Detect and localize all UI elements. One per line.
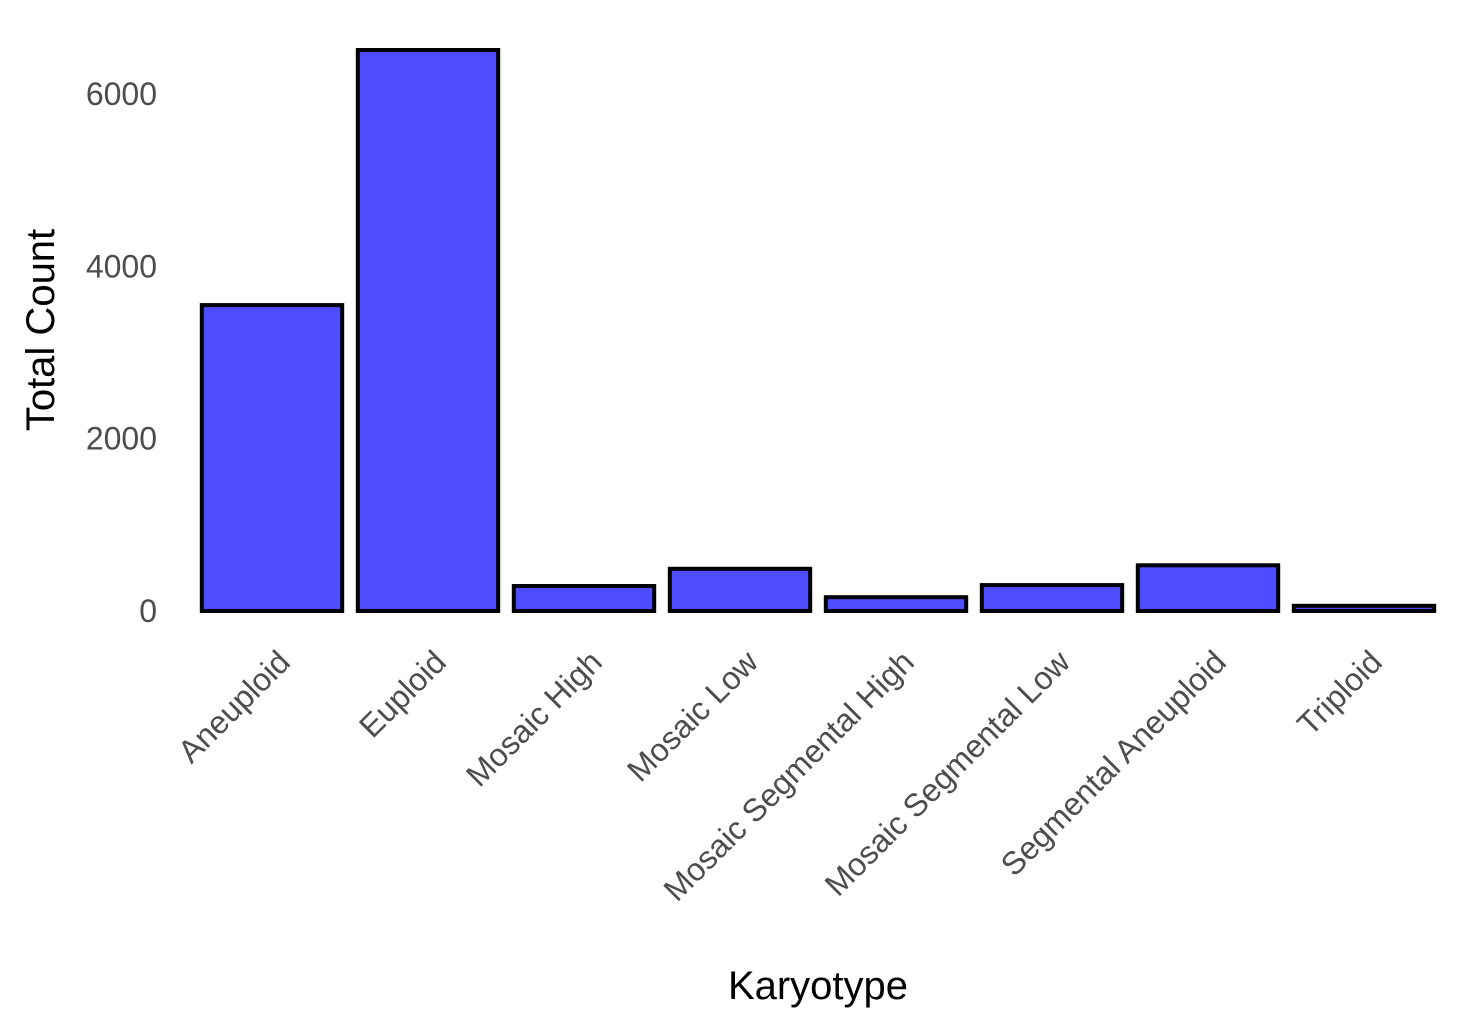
bar-aneuploid [199, 303, 345, 613]
y-tick-label: 4000 [86, 248, 157, 284]
bar-euploid [355, 48, 501, 613]
x-axis-ticks: Aneuploid Euploid Mosaic High Mosaic LowMos… [171, 643, 1389, 908]
x-tick-label: Mosaic Low [620, 643, 766, 789]
bars [199, 48, 1437, 614]
y-axis-ticks: 0 2000 4000 6000 [86, 76, 157, 629]
bar-triploid [1291, 603, 1437, 613]
x-tick-label: Triploid [1290, 643, 1389, 742]
bar-mosaic-segmental-low [979, 583, 1125, 613]
x-tick-label: Mosaic High [459, 643, 609, 793]
y-tick-label: 6000 [86, 76, 157, 112]
y-tick-label: 0 [139, 593, 157, 629]
bar-segmental-aneuploid [1135, 563, 1281, 613]
y-axis-title: Total Count [19, 229, 63, 431]
x-tick-label: Aneuploid [171, 643, 297, 769]
x-tick-label: Euploid [352, 643, 453, 744]
x-tick-label: Mosaic Segmental High [657, 643, 921, 907]
x-axis-title: Karyotype [728, 964, 908, 1008]
y-tick-label: 2000 [86, 421, 157, 457]
bar-mosaic-high [511, 584, 657, 613]
bar-mosaic-low [667, 566, 813, 613]
bar-mosaic-segmental-high [823, 595, 969, 614]
